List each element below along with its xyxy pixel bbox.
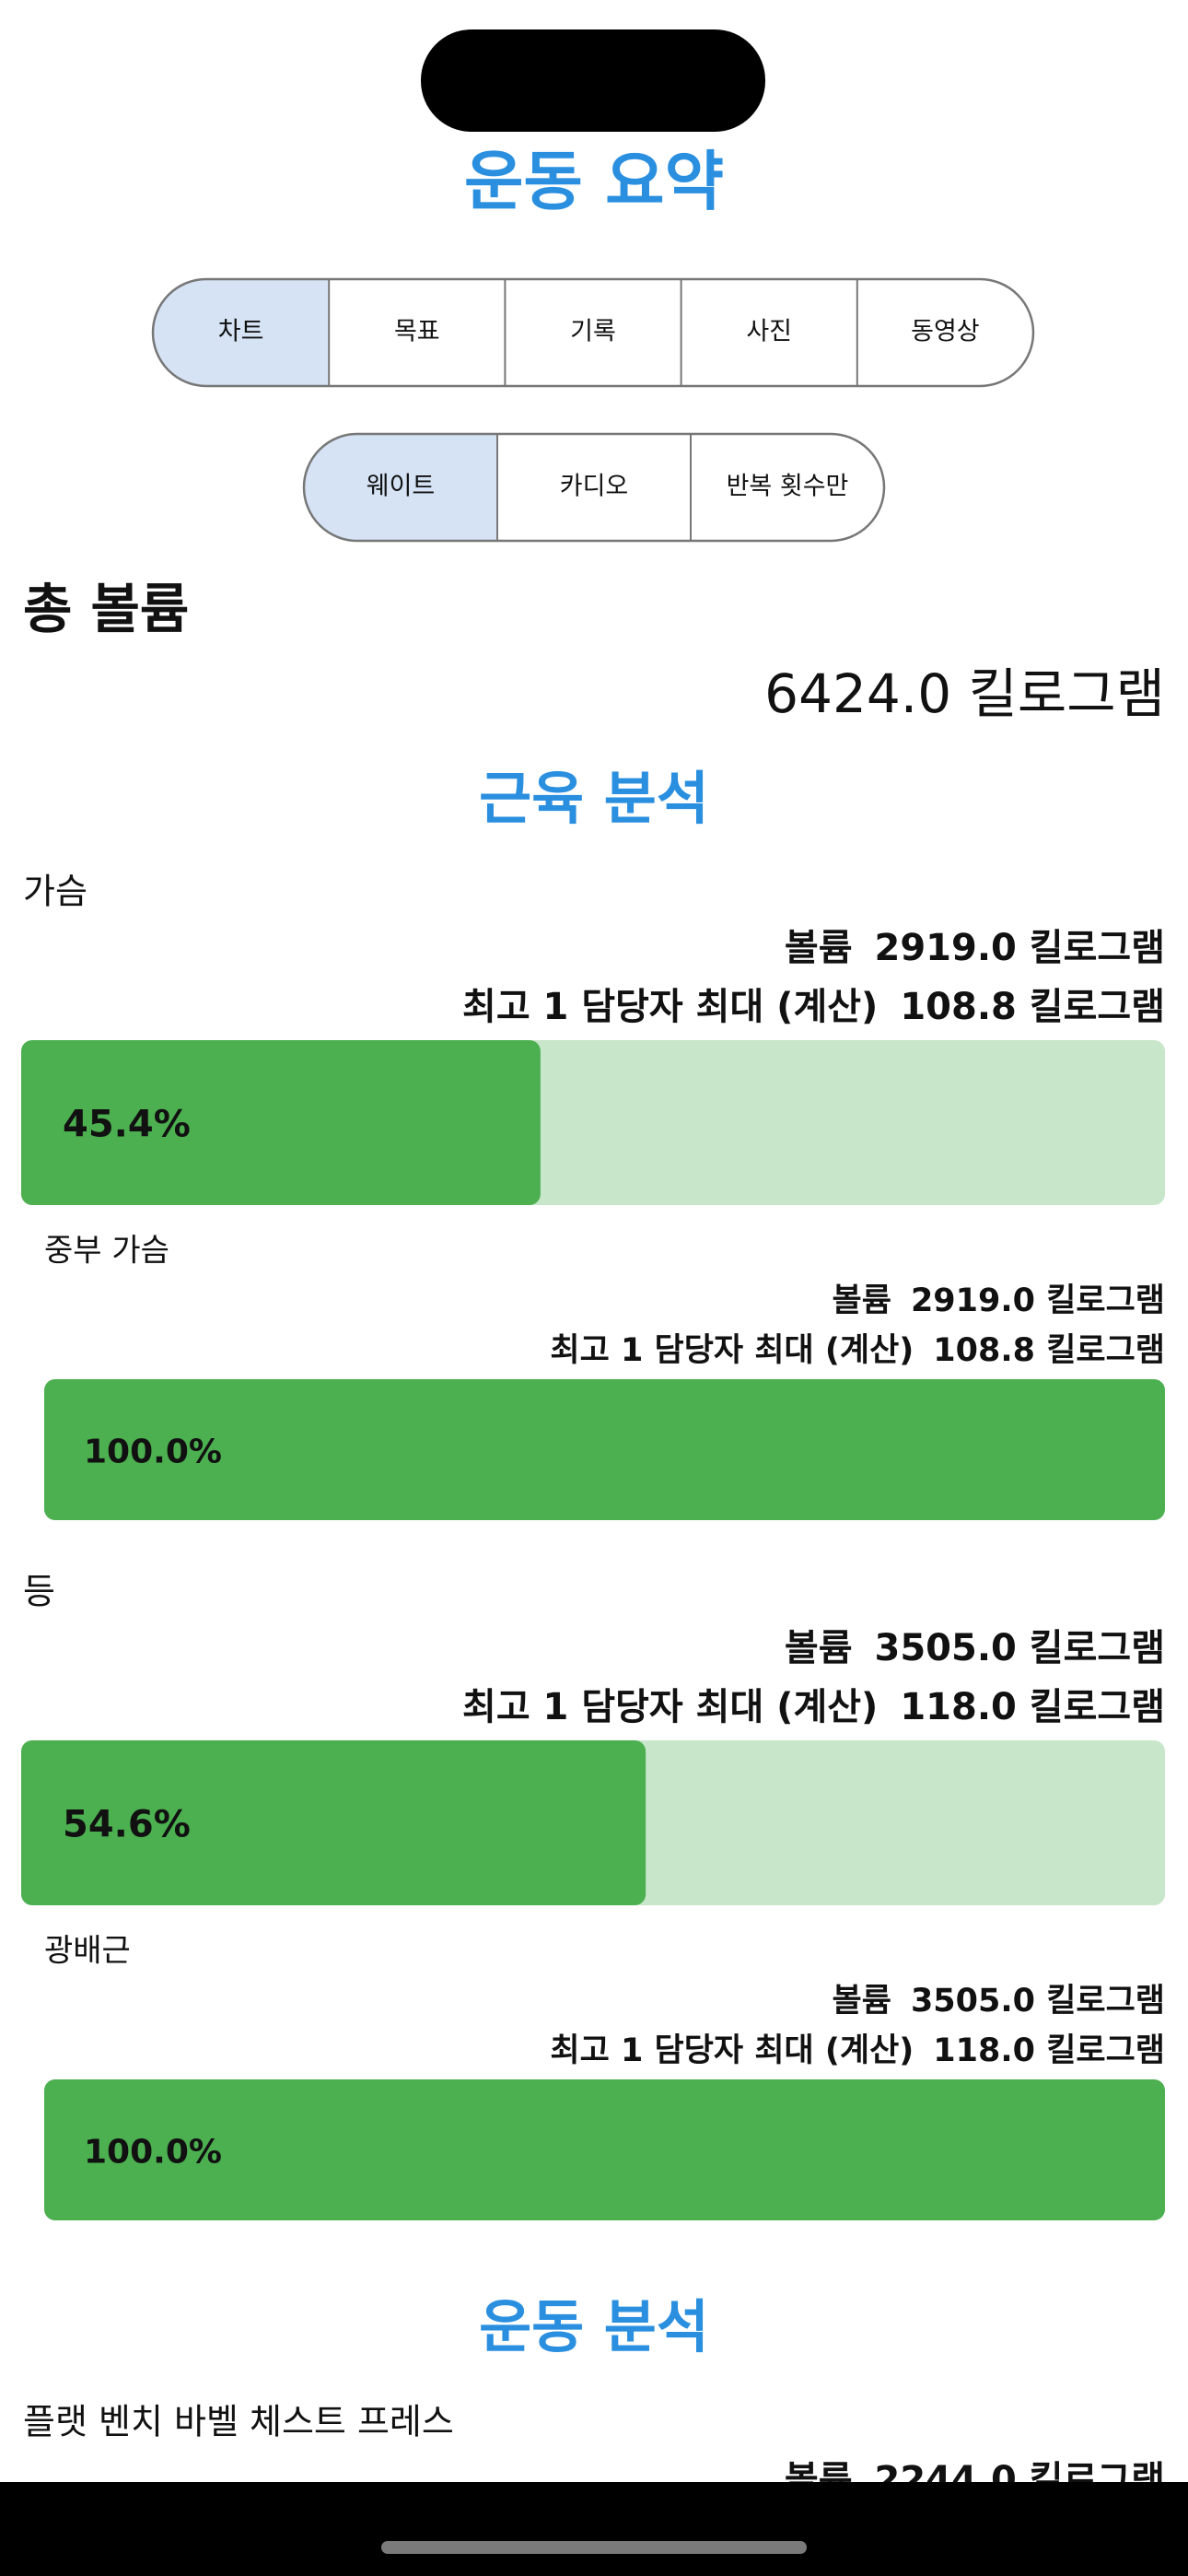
stat-value: 2919.0 킬로그램 [911, 1282, 1165, 1319]
bar-label: 45.4% [63, 1104, 191, 1146]
bar-label: 54.6% [63, 1804, 191, 1846]
home-indicator [381, 2541, 807, 2554]
bar-label: 100.0% [84, 1434, 222, 1471]
stat-value: 118.0 킬로그램 [900, 1686, 1165, 1728]
page-title: 운동 요약 [464, 144, 724, 219]
tab[interactable] [329, 279, 506, 386]
muscle-name: 광배근 [44, 1933, 131, 1970]
tab[interactable] [497, 434, 691, 541]
tab-label[interactable]: 차트 [218, 318, 264, 346]
stat-label: 최고 1 담당자 최대 (계산) [462, 986, 878, 1028]
stat-value: 108.8 킬로그램 [900, 986, 1165, 1028]
stat-label: 최고 1 담당자 최대 (계산) [550, 2032, 914, 2069]
group-name: 가슴 [23, 872, 87, 912]
tab[interactable] [856, 279, 1033, 386]
muscle-name: 중부 가슴 [44, 1233, 169, 1270]
stat-label: 볼륨 [833, 1282, 891, 1319]
tab[interactable] [681, 279, 857, 386]
stat-label: 최고 1 담당자 최대 (계산) [550, 1332, 914, 1369]
tab[interactable] [691, 434, 884, 541]
tab-outline [151, 277, 1035, 388]
tab[interactable] [505, 279, 681, 386]
tab-outline [302, 432, 886, 543]
dynamic-island [421, 29, 765, 132]
stat-value: 2919.0 킬로그램 [875, 927, 1165, 969]
bar-fill [21, 1040, 541, 1205]
tab-label[interactable]: 목표 [394, 318, 440, 346]
tab-label[interactable]: 기록 [570, 318, 616, 346]
exercise-name: 플랫 벤치 바벨 체스트 프레스 [23, 2402, 454, 2442]
bar-fill [21, 1740, 646, 1905]
stat-label: 최고 1 담당자 최대 (계산) [462, 1686, 878, 1728]
tab-label[interactable]: 웨이트 [367, 473, 436, 501]
stat-label: 볼륨 [785, 1627, 853, 1669]
bar-label: 100.0% [84, 2134, 222, 2172]
tab-label[interactable]: 동영상 [911, 318, 980, 346]
section-title: 근육 분석 [479, 765, 709, 832]
tab[interactable] [304, 434, 497, 541]
tab-label[interactable]: 카디오 [560, 473, 629, 501]
stat-value: 3505.0 킬로그램 [875, 1627, 1165, 1669]
stat-value: 118.0 킬로그램 [933, 2032, 1165, 2069]
section-title: 운동 분석 [479, 2293, 709, 2360]
stat-label: 볼륨 [785, 927, 853, 969]
tab-label[interactable]: 사진 [746, 318, 792, 346]
bar-fill [44, 1379, 1165, 1520]
tab-label[interactable]: 반복 횟수만 [727, 473, 849, 501]
total-volume-label: 총 볼륨 [23, 578, 189, 640]
bar-fill [44, 2079, 1165, 2220]
stat-value: 108.8 킬로그램 [933, 1332, 1165, 1369]
bottom-bar [0, 2482, 1188, 2576]
group-name: 등 [23, 1572, 55, 1612]
tab[interactable] [153, 279, 330, 386]
total-volume-value: 6424.0 킬로그램 [764, 662, 1165, 725]
stat-label: 볼륨 [833, 1983, 891, 2020]
stat-value: 3505.0 킬로그램 [911, 1983, 1165, 2020]
